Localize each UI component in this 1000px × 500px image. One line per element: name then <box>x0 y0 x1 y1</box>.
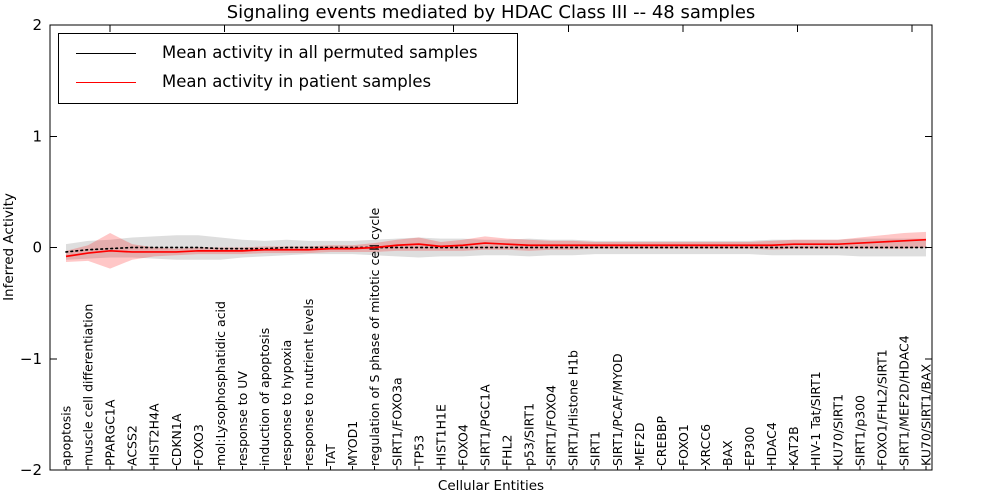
y-tick-label: 0 <box>32 239 42 257</box>
x-category-label: FOXO3 <box>191 424 206 466</box>
y-tick-label: 2 <box>32 16 42 34</box>
y-tick-label: −2 <box>20 461 42 479</box>
x-category-label: apoptosis <box>59 406 74 466</box>
x-category-label: HIST1H1E <box>433 404 448 466</box>
x-category-label: HIST2H4A <box>147 403 162 466</box>
x-category-label: CDKN1A <box>169 413 184 466</box>
x-category-label: FOXO4 <box>455 424 470 466</box>
x-category-label: response to hypoxia <box>279 340 294 466</box>
legend-label-patient: Mean activity in patient samples <box>162 72 432 92</box>
permuted-mean-line <box>65 246 927 253</box>
x-category-label: SIRT1/MEF2D/HDAC4 <box>896 335 911 466</box>
x-category-label: BAX <box>720 440 735 466</box>
x-category-label: SIRT1/p300 <box>852 395 867 466</box>
x-category-label: p53/SIRT1 <box>522 403 537 466</box>
legend: Mean activity in all permuted samples Me… <box>58 33 518 104</box>
x-category-label: EP300 <box>742 427 757 466</box>
x-category-label: TP53 <box>411 435 426 467</box>
legend-label-permuted: Mean activity in all permuted samples <box>162 43 478 63</box>
legend-line-black-icon <box>76 53 136 54</box>
x-category-label: MYOD1 <box>345 421 360 466</box>
patient-mean-line <box>65 238 927 258</box>
x-category-label: KAT2B <box>786 426 801 466</box>
x-category-label: FOXO1/FHL2/SIRT1 <box>874 349 889 466</box>
y-tick-label: −1 <box>20 350 42 368</box>
x-category-label: SIRT1/PGC1A <box>477 384 492 466</box>
x-category-label: PPARGC1A <box>103 399 118 466</box>
legend-line-red-icon <box>76 82 136 83</box>
x-category-label: regulation of S phase of mitotic cell cy… <box>367 207 382 466</box>
x-category-label: response to UV <box>235 371 250 466</box>
x-category-label: KU70/SIRT1/BAX <box>919 364 934 466</box>
x-category-label: SIRT1/FOXO3a <box>389 377 404 466</box>
x-category-label: CREBBP <box>654 416 669 466</box>
x-category-label: MEF2D <box>632 423 647 466</box>
legend-item-permuted: Mean activity in all permuted samples <box>59 39 517 68</box>
x-category-label: SIRT1 <box>588 431 603 466</box>
x-axis-label: Cellular Entities <box>437 478 545 494</box>
x-category-label: TAT <box>323 444 338 467</box>
x-category-label: mol:Lysophosphatidic acid <box>213 301 228 466</box>
x-category-label: SIRT1/PCAF/MYOD <box>610 353 625 466</box>
x-category-label: response to nutrient levels <box>301 299 316 466</box>
x-category-label: FHL2 <box>500 434 515 466</box>
x-category-label: HIV-1 Tat/SIRT1 <box>808 371 823 466</box>
y-tick-label: 1 <box>32 127 42 145</box>
x-category-label: HDAC4 <box>764 422 779 466</box>
x-category-label: SIRT1/FOXO4 <box>544 385 559 466</box>
x-category-label: ACSS2 <box>125 425 140 466</box>
x-category-label: muscle cell differentiation <box>81 304 96 466</box>
x-category-label: SIRT1/Histone H1b <box>566 350 581 466</box>
chart-title: Signaling events mediated by HDAC Class … <box>226 2 756 23</box>
x-category-label: induction of apoptosis <box>257 328 272 466</box>
x-category-label: FOXO1 <box>676 424 691 466</box>
x-category-label: XRCC6 <box>698 424 713 466</box>
x-category-label: KU70/SIRT1 <box>830 394 845 466</box>
legend-item-patient: Mean activity in patient samples <box>59 68 517 97</box>
